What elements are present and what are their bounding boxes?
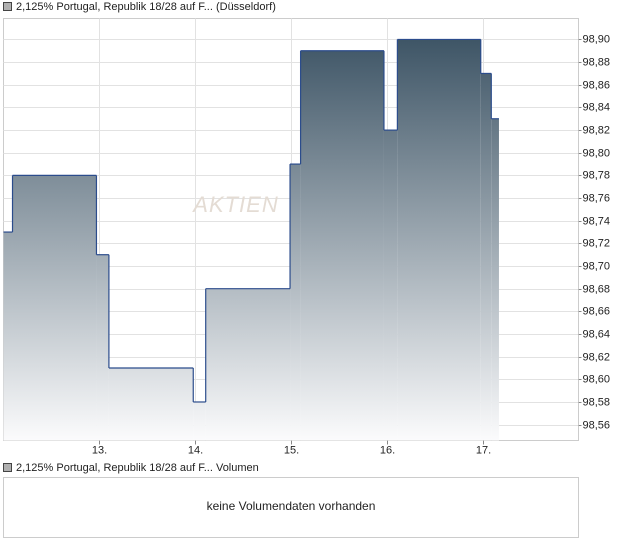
- legend-label: 2,125% Portugal, Republik 18/28 auf F...…: [16, 1, 276, 13]
- area-step: [300, 50, 384, 441]
- area-step: [491, 118, 499, 441]
- volume-message: keine Volumendaten vorhanden: [207, 499, 376, 513]
- x-tick-label: 17.: [476, 444, 491, 456]
- area-step: [480, 73, 492, 441]
- x-tick-label: 15.: [284, 444, 299, 456]
- y-tick-label: 98,78: [583, 169, 611, 181]
- area-step: [397, 39, 481, 441]
- y-tick-label: 98,60: [583, 373, 611, 385]
- y-tick-label: 98,82: [583, 124, 611, 136]
- x-tick-label: 16.: [380, 444, 395, 456]
- y-tick-label: 98,68: [583, 283, 611, 295]
- y-tick-label: 98,80: [583, 147, 611, 159]
- x-tick-label: 14.: [188, 444, 203, 456]
- y-tick-label: 98,86: [583, 79, 611, 91]
- y-tick-label: 98,62: [583, 351, 611, 363]
- y-tick-label: 98,72: [583, 237, 611, 249]
- x-tick-label: 13.: [92, 444, 107, 456]
- y-tick-label: 98,74: [583, 215, 611, 227]
- area-step: [108, 367, 194, 441]
- area-step: [383, 130, 398, 441]
- watermark: AKTIEN: [191, 192, 278, 217]
- legend-swatch: [3, 2, 12, 11]
- area-step: [96, 254, 109, 441]
- volume-legend-label: 2,125% Portugal, Republik 18/28 auf F...…: [16, 462, 259, 474]
- volume-frame: [3, 477, 579, 538]
- area-step: [290, 164, 301, 441]
- area-step: [193, 401, 206, 441]
- volume-legend-swatch: [3, 463, 12, 472]
- y-tick-label: 98,58: [583, 396, 611, 408]
- area-step: [12, 175, 97, 441]
- y-tick-label: 98,90: [583, 33, 611, 45]
- y-tick-label: 98,70: [583, 260, 611, 272]
- area-step: [3, 232, 13, 441]
- y-tick-label: 98,64: [583, 328, 611, 340]
- y-tick-label: 98,56: [583, 419, 611, 431]
- area-step: [205, 288, 291, 441]
- y-tick-label: 98,84: [583, 101, 611, 113]
- y-tick-label: 98,66: [583, 305, 611, 317]
- y-tick-label: 98,88: [583, 56, 611, 68]
- y-tick-label: 98,76: [583, 192, 611, 204]
